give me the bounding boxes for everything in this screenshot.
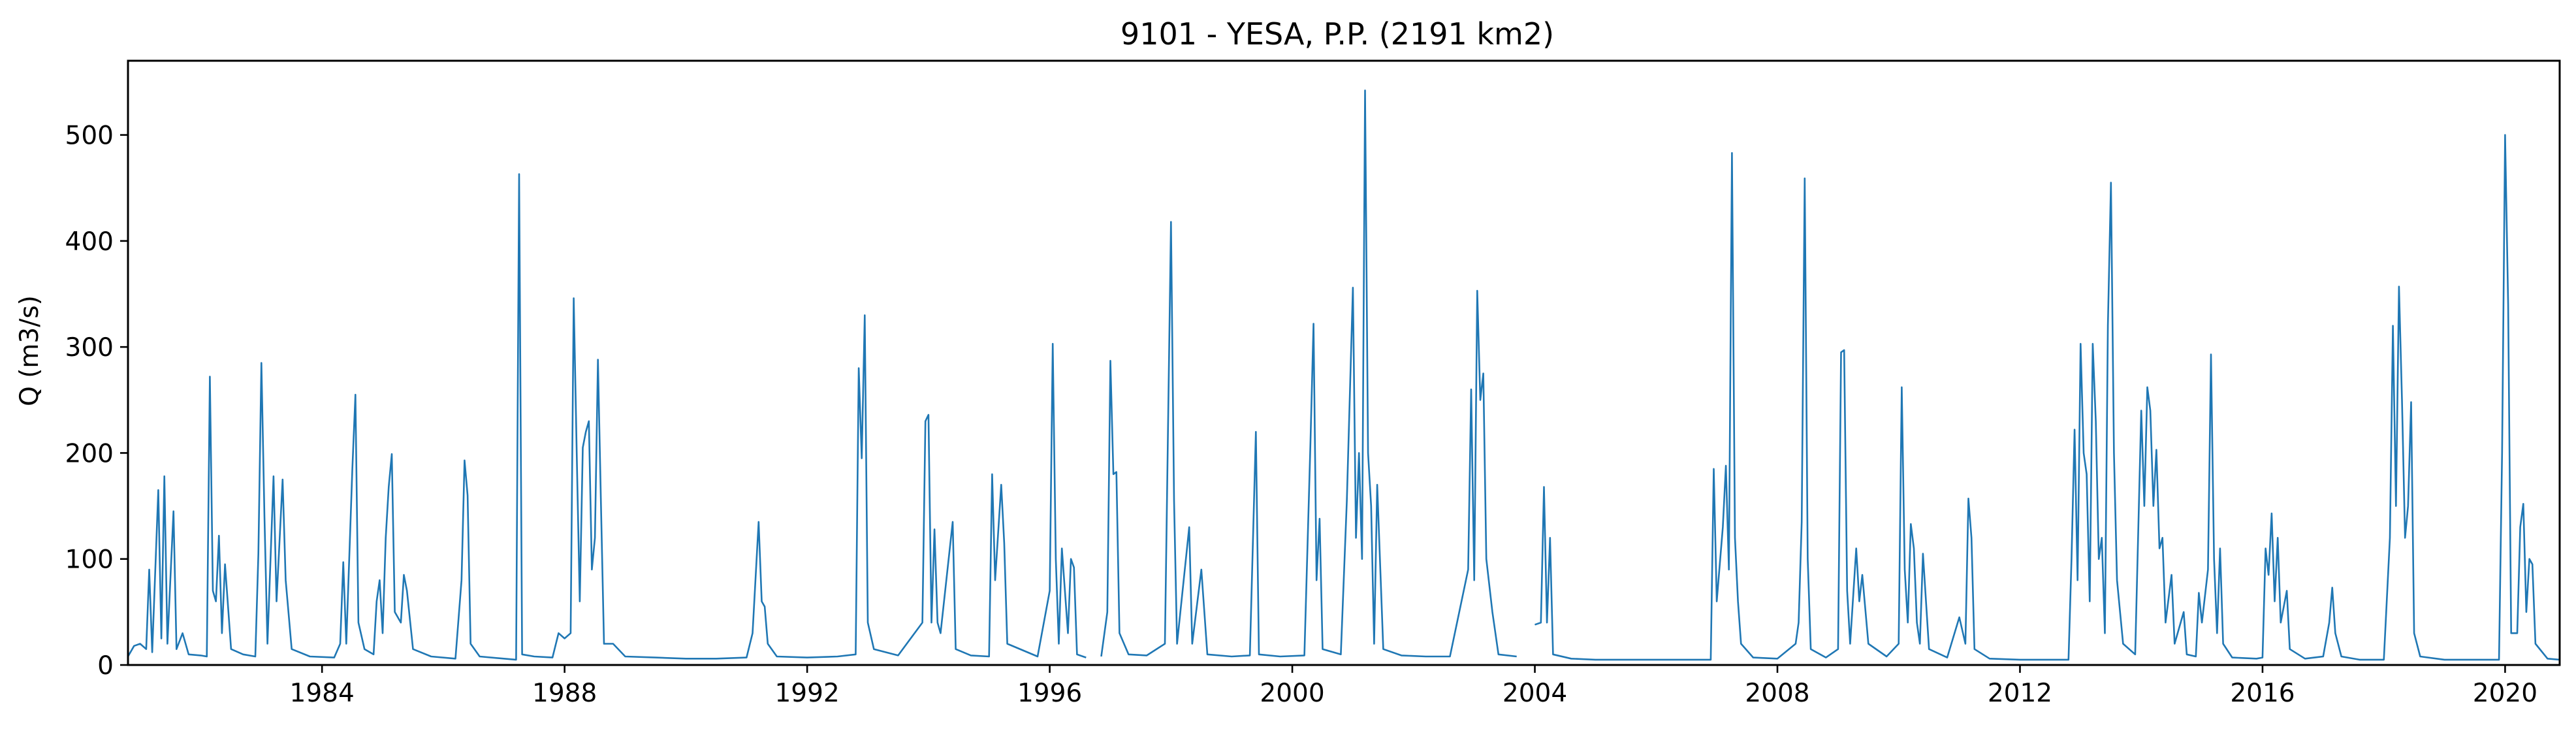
series-layer xyxy=(127,89,2560,661)
x-tick-label: 1984 xyxy=(290,679,355,708)
tick-layer: 1984 1988 1992 1996 2000 2004 2008 2012 2016 2020… xyxy=(65,122,2538,708)
y-tick-label: 300 xyxy=(65,333,114,363)
x-tick-label: 2000 xyxy=(1260,679,1324,708)
x-tick-label: 2020 xyxy=(2473,679,2537,708)
y-tick-label: 0 xyxy=(97,651,114,681)
x-tick-label: 1988 xyxy=(532,679,597,708)
x-tick-label: 2008 xyxy=(1745,679,1809,708)
y-tick-label: 200 xyxy=(65,439,114,468)
x-tick-label: 2016 xyxy=(2230,679,2295,708)
x-tick-label: 1992 xyxy=(774,679,839,708)
x-tick-label: 1996 xyxy=(1017,679,1082,708)
discharge-series-segment-1 xyxy=(127,173,1087,661)
x-tick-label: 2004 xyxy=(1503,679,1567,708)
y-axis-label: Q (m3/s) xyxy=(15,295,44,406)
y-tick-label: 500 xyxy=(65,122,114,151)
chart-title: 9101 - YESA, P.P. (2191 km2) xyxy=(1121,16,1554,52)
x-tick-label: 2012 xyxy=(1988,679,2052,708)
y-tick-label: 400 xyxy=(65,227,114,257)
y-tick-label: 100 xyxy=(65,545,114,575)
plot-frame xyxy=(127,59,2561,666)
discharge-series-segment-2 xyxy=(1100,89,1517,658)
discharge-series-segment-3 xyxy=(1534,134,2560,661)
